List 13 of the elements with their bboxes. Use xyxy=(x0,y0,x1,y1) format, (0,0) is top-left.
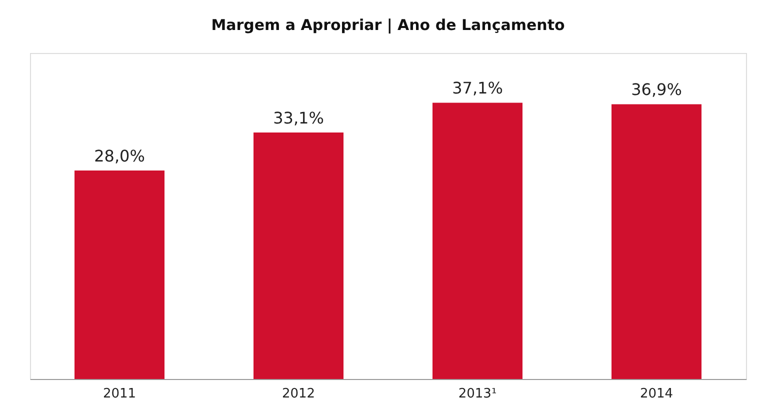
x-tick-label: 2012 xyxy=(282,386,316,402)
data-label: 33,1% xyxy=(273,108,324,128)
bar xyxy=(254,132,344,379)
data-label: 28,0% xyxy=(94,146,145,166)
bar xyxy=(432,102,522,379)
x-tick-label: 2014 xyxy=(640,386,674,402)
bar xyxy=(74,170,164,379)
x-tick-label: 2013¹ xyxy=(458,386,497,402)
bar xyxy=(612,104,702,379)
chart-title: Margem a Apropriar | Ano de Lançamento xyxy=(211,16,565,34)
data-label: 36,9% xyxy=(631,80,682,100)
x-tick-label: 2011 xyxy=(102,386,136,402)
data-label: 37,1% xyxy=(452,78,503,98)
